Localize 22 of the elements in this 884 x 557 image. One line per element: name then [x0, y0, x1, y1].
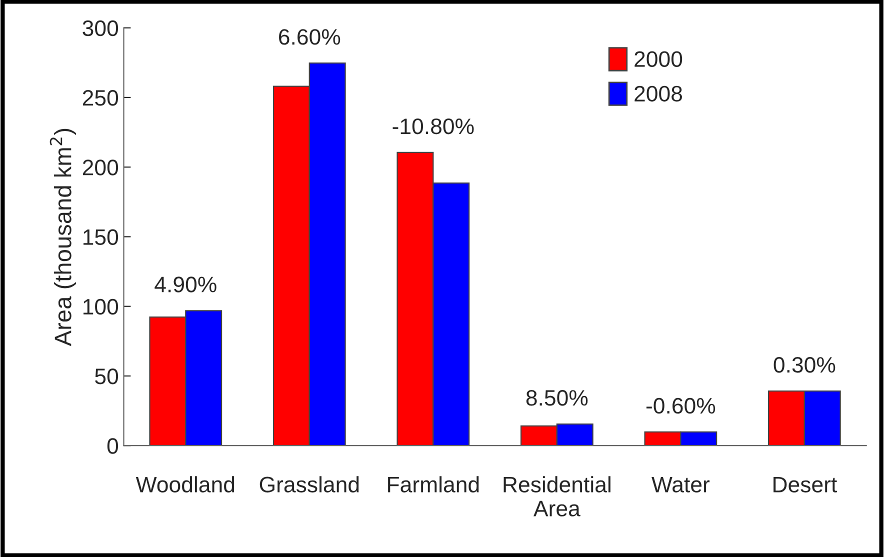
- y-axis-title: Area (thousand km$^{2}$): [50, 128, 76, 346]
- legend-label: 2008: [634, 86, 682, 102]
- y-tick-label: 0: [107, 438, 118, 454]
- x-tick-label: Woodland: [136, 476, 234, 492]
- annotation: 0.30%: [774, 356, 836, 373]
- x-tick-label: Water: [652, 476, 710, 492]
- x-tick-label: Residential Area: [504, 476, 610, 516]
- annotation: -10.80%: [392, 118, 474, 134]
- legend-label: 2000: [634, 51, 682, 67]
- x-tick-label: Desert: [774, 476, 838, 492]
- annotation: -0.60%: [646, 398, 716, 414]
- y-tick-label: 300: [82, 20, 118, 36]
- x-tick-label: Farmland: [388, 476, 479, 492]
- y-tick-label: 200: [82, 160, 118, 176]
- y-tick-label: 100: [84, 298, 118, 315]
- x-tick-label: Grassland: [260, 476, 359, 492]
- y-tick-label: 150: [84, 229, 118, 245]
- annotation: 8.50%: [526, 390, 588, 406]
- annotation: 4.90%: [154, 276, 216, 292]
- y-tick-label: 50: [95, 368, 118, 384]
- annotation: 6.60%: [279, 29, 340, 45]
- y-tick-label: 250: [82, 90, 118, 106]
